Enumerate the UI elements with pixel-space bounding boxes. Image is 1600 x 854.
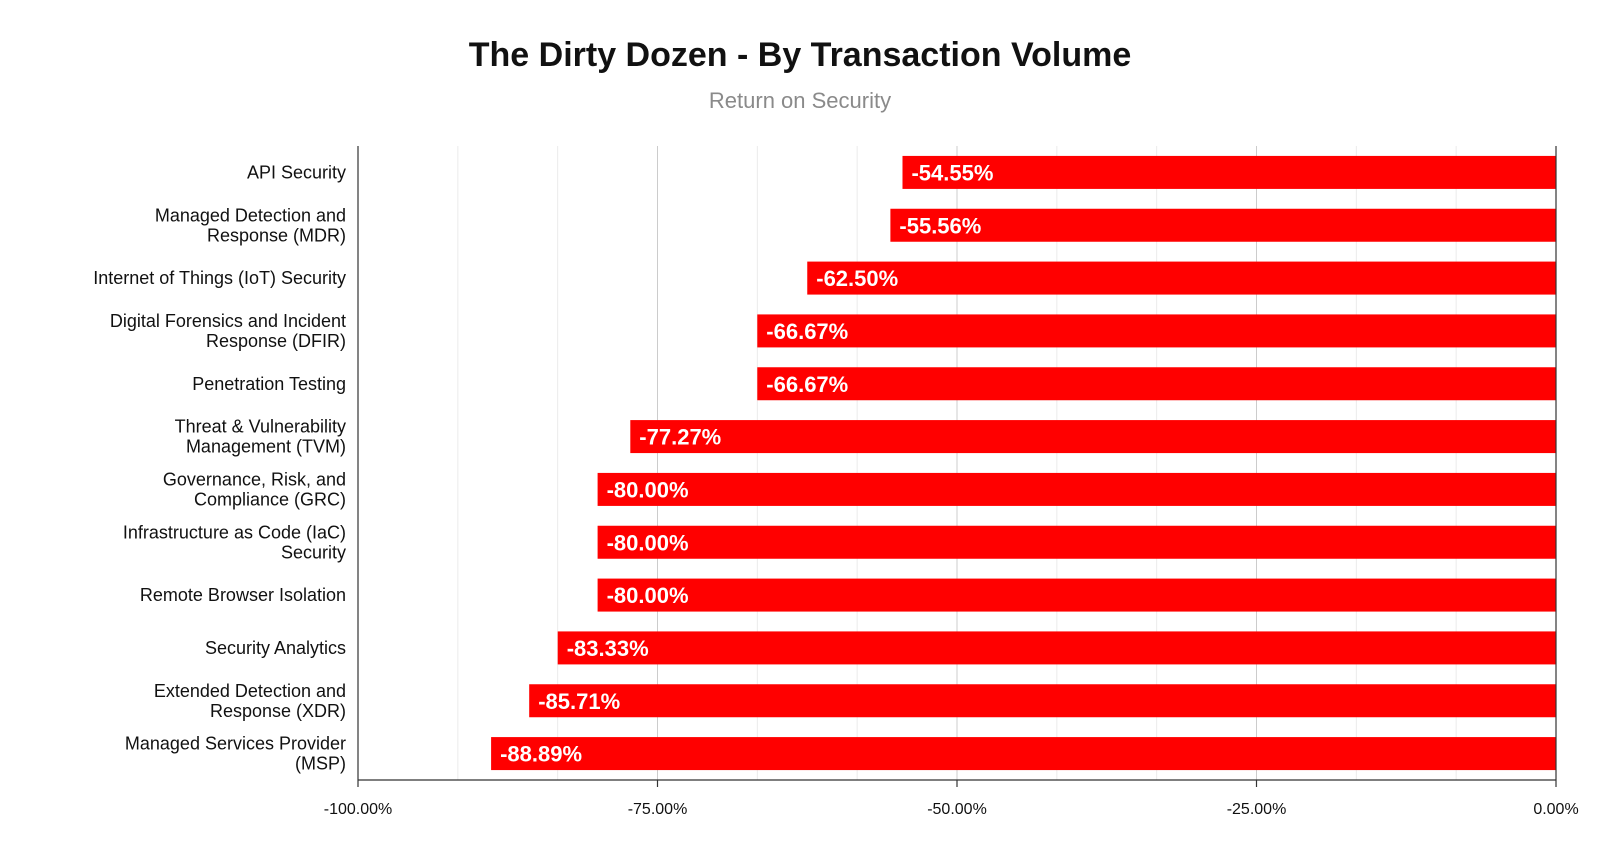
bar-value-label: -80.00% xyxy=(607,530,689,555)
bar xyxy=(597,578,1556,612)
category-labels: API Security Managed Detection and Respons… xyxy=(93,162,346,773)
category-label: Extended Detection and Response (XDR) xyxy=(154,681,346,721)
bar-value-label: -77.27% xyxy=(639,425,721,450)
bar xyxy=(597,472,1556,506)
bar xyxy=(757,367,1556,401)
category-label: Threat & Vulnerability Management (TVM) xyxy=(175,417,346,457)
bar-value-label: -55.56% xyxy=(899,213,981,238)
bar xyxy=(890,208,1556,242)
category-label: Managed Services Provider (MSP) xyxy=(125,734,346,774)
category-label: Managed Detection and Response (MDR) xyxy=(155,205,346,245)
bar xyxy=(597,525,1556,559)
bars xyxy=(491,155,1557,771)
x-tick-label: -25.00% xyxy=(1227,801,1287,818)
chart-title: The Dirty Dozen - By Transaction Volume xyxy=(468,36,1132,74)
bar xyxy=(491,737,1557,771)
category-label: Remote Browser Isolation xyxy=(140,585,346,605)
category-label: Governance, Risk, and Compliance (GRC) xyxy=(163,469,346,509)
bar xyxy=(807,261,1556,295)
bar-value-label: -88.89% xyxy=(500,742,582,767)
bar-value-label: -66.67% xyxy=(766,372,848,397)
data-labels: -54.55% -55.56% -62.50% -66.67% -66.67% -77.2… xyxy=(500,160,993,766)
bar xyxy=(529,684,1556,718)
bar xyxy=(557,631,1556,665)
category-label: Security Analytics xyxy=(205,638,346,658)
bar-value-label: -80.00% xyxy=(607,477,689,502)
bar xyxy=(757,314,1556,348)
x-tick-labels: -100.00% -75.00% -50.00% -25.00% 0.00% xyxy=(324,801,1579,818)
bar-value-label: -54.55% xyxy=(911,160,993,185)
category-label: Internet of Things (IoT) Security xyxy=(93,268,346,288)
category-label: Digital Forensics and Incident Response (… xyxy=(110,311,346,351)
bar xyxy=(630,420,1556,454)
category-label: API Security xyxy=(247,162,346,182)
bar-value-label: -83.33% xyxy=(567,636,649,661)
bar xyxy=(902,155,1556,189)
category-label: Penetration Testing xyxy=(192,374,346,394)
bar-value-label: -85.71% xyxy=(538,689,620,714)
x-tick-label: -50.00% xyxy=(927,801,987,818)
x-tick-label: -75.00% xyxy=(628,801,688,818)
category-label: Infrastructure as Code (IaC) Security xyxy=(123,522,346,562)
bar-value-label: -66.67% xyxy=(766,319,848,344)
x-tick-label: 0.00% xyxy=(1533,801,1578,818)
bar-value-label: -80.00% xyxy=(607,583,689,608)
x-tick-label: -100.00% xyxy=(324,801,393,818)
bar-value-label: -62.50% xyxy=(816,266,898,291)
chart-subtitle: Return on Security xyxy=(708,88,892,113)
axes xyxy=(357,146,1557,787)
